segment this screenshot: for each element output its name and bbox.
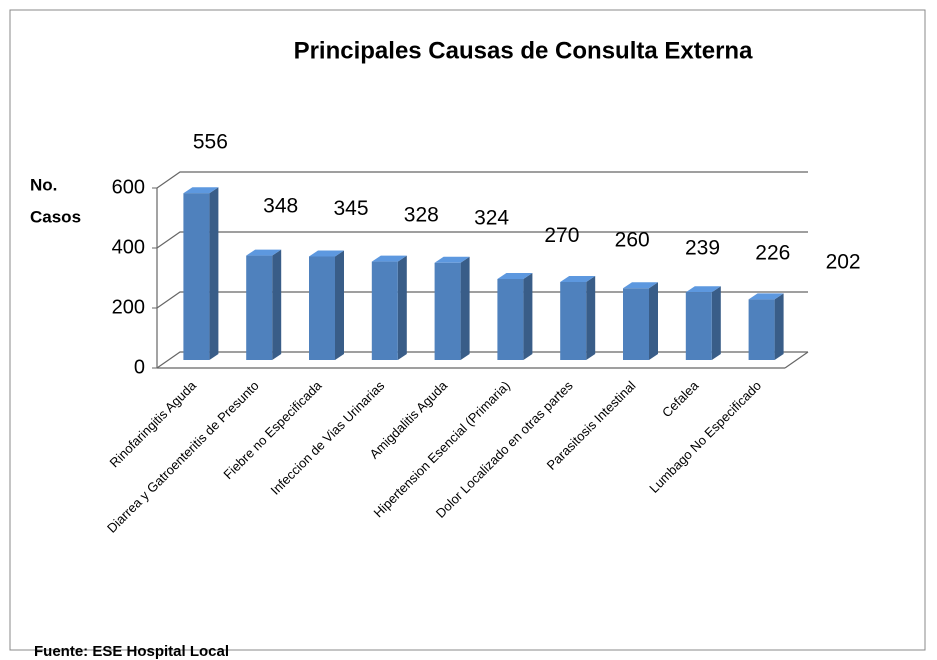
value-label: 328 (404, 204, 439, 227)
source-note: Fuente: ESE Hospital Local (34, 643, 229, 660)
bar-top (623, 282, 658, 289)
value-label: 345 (333, 197, 368, 220)
value-label: 348 (263, 195, 298, 218)
bar-side (272, 249, 282, 360)
grid-line (156, 231, 808, 249)
y-tick-label: 400 (112, 236, 145, 258)
bar-side (711, 286, 721, 360)
y-tick-label: 600 (112, 176, 145, 198)
bar (748, 299, 775, 360)
bar-side (649, 282, 658, 360)
chart-title: Principales Causas de Consulta Externa (294, 37, 753, 64)
value-label: 239 (685, 236, 720, 259)
bar-top (371, 255, 407, 262)
floor-edge (784, 351, 809, 369)
bar-top (748, 293, 784, 300)
bar-side (460, 256, 470, 360)
bar (183, 193, 210, 360)
bar (623, 288, 649, 360)
bar-top (560, 276, 596, 282)
bar-side (774, 293, 784, 360)
value-label: 202 (826, 250, 861, 273)
bar (497, 279, 524, 360)
bar-top (183, 187, 219, 194)
bar-top (434, 256, 470, 263)
bar (434, 262, 461, 360)
bar-top (246, 249, 282, 256)
bar-side (397, 255, 407, 360)
bar (309, 256, 335, 360)
y-tick-label: 0 (134, 356, 145, 378)
grid-line (156, 291, 808, 309)
bar-top (309, 250, 344, 257)
bar (246, 255, 273, 360)
value-label: 556 (193, 131, 228, 154)
bar (560, 282, 587, 360)
bar-side (586, 276, 596, 360)
value-label: 260 (615, 229, 650, 252)
value-label: 324 (474, 206, 509, 229)
value-label: 270 (544, 224, 579, 247)
bar-side (335, 250, 344, 360)
bar (371, 261, 398, 360)
y-axis-label: Casos (30, 207, 81, 226)
bar-top (497, 273, 533, 279)
grid-line (156, 351, 808, 369)
bar-side (209, 187, 219, 360)
value-label: 226 (755, 242, 790, 265)
y-axis-label: No. (30, 175, 57, 194)
bar-top (685, 286, 721, 293)
y-tick-label: 200 (112, 296, 145, 318)
bar-side (523, 273, 533, 360)
bar (685, 292, 712, 360)
grid-line (156, 171, 808, 189)
